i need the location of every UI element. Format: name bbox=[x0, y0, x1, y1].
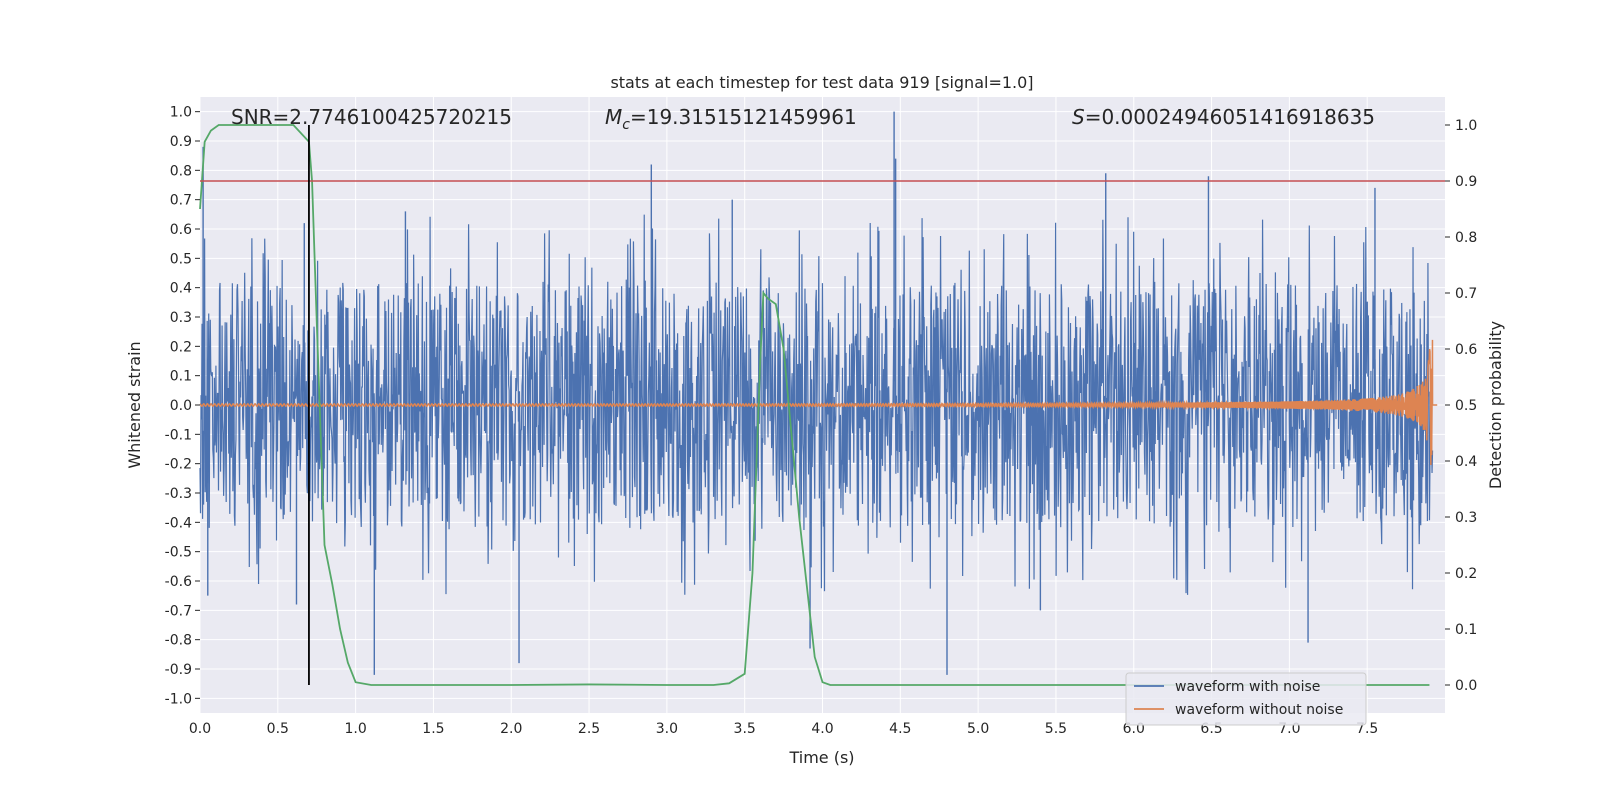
chart-title: stats at each timestep for test data 919… bbox=[610, 73, 1033, 92]
y-right-tick-label: 1.0 bbox=[1455, 118, 1477, 134]
y-left-tick-label: -0.3 bbox=[165, 486, 192, 502]
legend-box bbox=[1125, 672, 1367, 726]
x-tick-label: 1.5 bbox=[422, 721, 444, 737]
y-left-tick-label: 0.1 bbox=[170, 369, 192, 385]
chirp-mass-symbol: M bbox=[605, 105, 622, 129]
y-left-tick-label: -0.8 bbox=[165, 633, 192, 649]
y-left-tick-label: 0.5 bbox=[170, 251, 192, 267]
y-right-tick-label: 0.0 bbox=[1455, 678, 1477, 694]
x-tick-label: 2.5 bbox=[578, 721, 600, 737]
x-tick-label: 2.0 bbox=[500, 721, 522, 737]
y-left-tick-label: -0.6 bbox=[165, 574, 192, 590]
series-waveform-with-noise bbox=[199, 111, 1434, 675]
legend-label-waveform-without-noise: waveform without noise bbox=[1175, 702, 1343, 718]
y-right-tick-label: 0.9 bbox=[1455, 174, 1477, 190]
y-left-tick-label: 0.3 bbox=[170, 310, 192, 326]
y-axis-left: -1.0 -0.9 -0.8 -0.7 -0.6 -0.5 -0.4 -0.3 -0.2 -0.1… bbox=[165, 105, 200, 707]
y-right-tick-label: 0.5 bbox=[1455, 398, 1477, 414]
snr-annotation: SNR=2.7746100425720215 bbox=[231, 105, 512, 129]
y-right-tick-label: 0.3 bbox=[1455, 510, 1477, 526]
legend: waveform with noise waveform without noi… bbox=[1125, 672, 1367, 726]
y-left-tick-label: 0.7 bbox=[170, 193, 192, 209]
y-left-tick-label: -1.0 bbox=[165, 691, 192, 707]
y-right-tick-label: 0.4 bbox=[1455, 454, 1477, 470]
y-left-tick-label: 1.0 bbox=[170, 105, 192, 121]
noise-peaks bbox=[202, 111, 1376, 675]
overlay-lines bbox=[200, 125, 1445, 685]
x-tick-label: 3.0 bbox=[656, 721, 678, 737]
series-waveform-without-noise bbox=[199, 339, 1438, 465]
statistic-value: =0.00024946051416918635 bbox=[1085, 105, 1375, 129]
y-left-tick-label: -0.5 bbox=[165, 545, 192, 561]
y-right-tick-label: 0.6 bbox=[1455, 342, 1477, 358]
chirp-mass-subscript: c bbox=[622, 117, 630, 133]
y-axis-left-title: Whitened strain bbox=[125, 341, 144, 468]
y-right-tick-label: 0.1 bbox=[1455, 622, 1477, 638]
y-left-tick-label: 0.9 bbox=[170, 134, 192, 150]
probability-trace bbox=[199, 124, 1430, 686]
y-left-tick-label: -0.1 bbox=[165, 427, 192, 443]
chirp-mass-value: =19.31515121459961 bbox=[630, 105, 857, 129]
x-tick-label: 1.0 bbox=[344, 721, 366, 737]
chirp-mass-annotation: Mc=19.31515121459961 bbox=[605, 105, 857, 133]
y-right-tick-label: 0.7 bbox=[1455, 286, 1477, 302]
y-right-tick-label: 0.2 bbox=[1455, 566, 1477, 582]
y-left-tick-label: -0.2 bbox=[165, 457, 192, 473]
y-left-tick-label: -0.4 bbox=[165, 515, 192, 531]
y-left-tick-label: -0.9 bbox=[165, 662, 192, 678]
y-left-tick-label: 0.2 bbox=[170, 339, 192, 355]
y-axis-right: 0.0 0.1 0.2 0.3 0.4 0.5 0.6 0.7 0.8 0.9 1.0 bbox=[1445, 118, 1477, 694]
y-left-tick-label: 0.0 bbox=[170, 398, 192, 414]
y-axis-right-title: Detection probability bbox=[1486, 321, 1505, 489]
series-detection-probability bbox=[199, 124, 1430, 686]
y-right-tick-label: 0.8 bbox=[1455, 230, 1477, 246]
statistic-symbol: S bbox=[1072, 105, 1085, 129]
statistic-annotation: S=0.00024946051416918635 bbox=[1072, 105, 1375, 129]
x-axis-title: Time (s) bbox=[788, 748, 854, 767]
x-tick-label: 5.0 bbox=[967, 721, 989, 737]
x-tick-label: 4.5 bbox=[889, 721, 911, 737]
x-tick-label: 4.0 bbox=[811, 721, 833, 737]
y-left-tick-label: 0.8 bbox=[170, 163, 192, 179]
y-left-tick-label: 0.6 bbox=[170, 222, 192, 238]
x-tick-label: 3.5 bbox=[734, 721, 756, 737]
chirp-trace bbox=[199, 339, 1438, 465]
legend-label-waveform-with-noise: waveform with noise bbox=[1175, 679, 1320, 695]
y-left-tick-label: 0.4 bbox=[170, 281, 192, 297]
x-tick-label: 0.5 bbox=[267, 721, 289, 737]
x-tick-label: 5.5 bbox=[1045, 721, 1067, 737]
y-left-tick-label: -0.7 bbox=[165, 603, 192, 619]
x-tick-label: 0.0 bbox=[189, 721, 211, 737]
